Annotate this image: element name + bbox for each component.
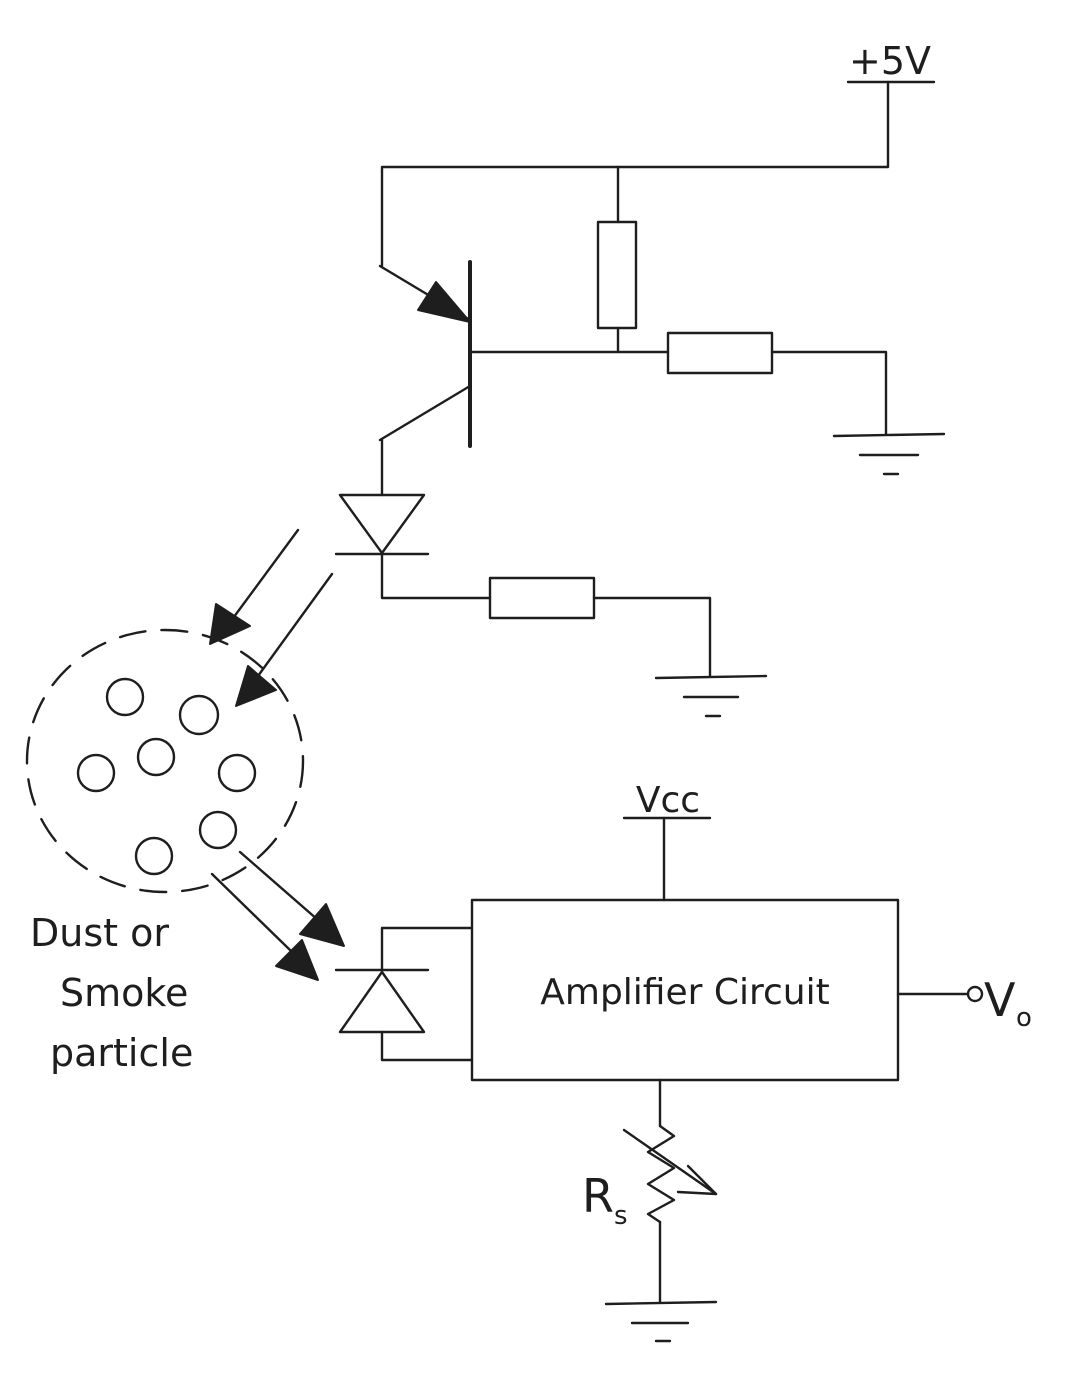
sensitivity-variable-resistor: R s — [582, 1078, 718, 1304]
led-resistor — [488, 576, 596, 620]
vcc-label: Vcc — [636, 780, 700, 821]
particle — [134, 836, 174, 876]
particle — [136, 737, 176, 777]
smoke-particles — [76, 677, 257, 876]
rs-subscript: s — [614, 1201, 628, 1231]
supply-rail-wire — [380, 80, 890, 268]
particle-label-line2: Smoke — [60, 971, 188, 1015]
particle-label-line1: Dust or — [30, 911, 169, 955]
ground-symbol-3 — [604, 1300, 718, 1343]
scattered-light-arrows — [210, 850, 345, 981]
transistor-collector-lead — [378, 384, 472, 442]
rs-label: R — [582, 1169, 614, 1223]
bias-resistor-right — [666, 331, 774, 375]
emitted-light-arrows — [209, 528, 334, 707]
particle — [76, 753, 116, 793]
supply-5v-label: +5V — [849, 39, 931, 83]
amplifier-block — [470, 898, 900, 1082]
particle — [105, 677, 145, 717]
particle — [178, 694, 220, 736]
particle — [198, 810, 238, 850]
pnp-transistor — [378, 260, 472, 497]
particle-label-line3: particle — [50, 1031, 193, 1075]
particle-label: Dust or Smoke particle — [30, 911, 193, 1075]
vcc-terminal: Vcc — [622, 780, 712, 902]
amplifier-label: Amplifier Circuit — [540, 972, 830, 1013]
supply-5v-terminal: +5V — [846, 39, 936, 84]
bias-resistor-top — [596, 220, 638, 330]
transistor-emitter-arrow — [417, 281, 471, 323]
output-subscript: o — [1016, 1003, 1032, 1033]
photodiode — [334, 926, 474, 1062]
ir-led — [334, 493, 430, 556]
particle-chamber-outline — [25, 628, 305, 894]
particle — [217, 753, 257, 793]
ground-symbol-2 — [654, 674, 768, 718]
output-label: V — [984, 973, 1016, 1027]
output-terminal: V o — [896, 973, 1032, 1033]
ground-symbol-1 — [832, 432, 946, 476]
